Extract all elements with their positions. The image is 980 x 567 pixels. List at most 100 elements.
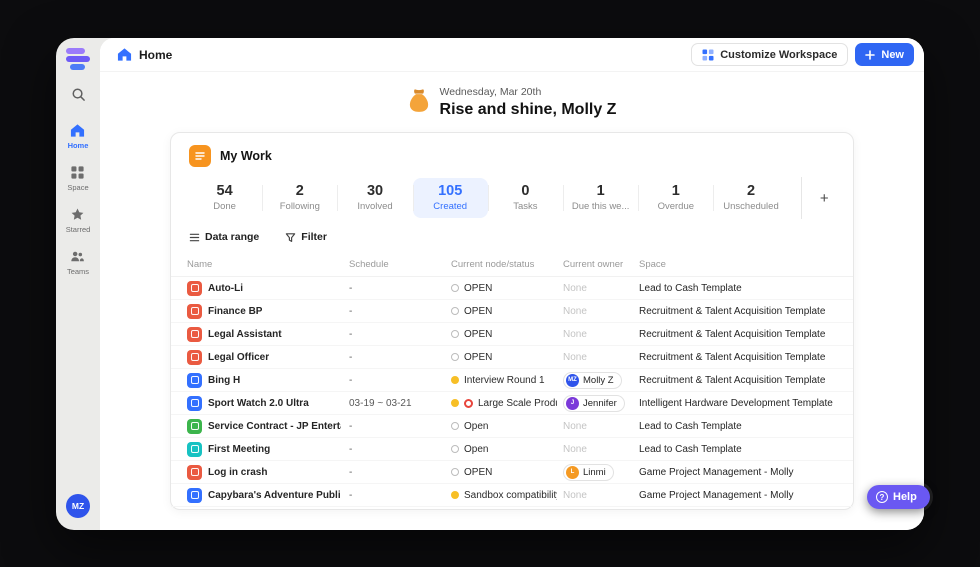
sidebar-item-home[interactable]: Home (66, 123, 91, 150)
stat-tab[interactable]: 2 Following (262, 178, 337, 218)
item-status[interactable]: OPEN (451, 352, 563, 363)
item-status[interactable]: Open (451, 421, 563, 432)
stat-tab[interactable]: 30 Involved (337, 178, 412, 218)
item-status[interactable]: OPEN (451, 306, 563, 317)
item-owner[interactable]: None (563, 444, 639, 455)
work-item-row[interactable]: Finance BP - OPEN None (171, 300, 853, 323)
item-owner[interactable]: L Linmi (563, 463, 639, 481)
column-header-name[interactable]: Name (187, 258, 213, 270)
home-icon (70, 123, 85, 138)
work-item-row[interactable]: Legal Assistant - OPEN (171, 323, 853, 346)
item-owner[interactable]: None (563, 421, 639, 432)
customize-workspace-label: Customize Workspace (720, 48, 838, 61)
stat-tab[interactable]: 105 Created (412, 178, 488, 218)
item-owner[interactable]: J Jennifer (563, 394, 639, 412)
work-item-row[interactable]: Auto-Li - OPEN None (171, 277, 853, 300)
app-window: Home Space Starred Teams MZ Home (56, 38, 924, 530)
column-header-schedule[interactable]: Schedule (349, 258, 389, 270)
sidebar-item-space[interactable]: Space (66, 165, 91, 192)
item-owner[interactable]: None (563, 329, 639, 340)
column-header-space[interactable]: Space (639, 258, 666, 270)
owner-name: Jennifer (583, 397, 617, 409)
item-space[interactable]: Recruitment & Talent Acquisition Templat… (639, 374, 826, 386)
item-space[interactable]: Recruitment & Talent Acquisition Templat… (639, 305, 826, 317)
customize-workspace-button[interactable]: Customize Workspace (691, 43, 849, 66)
status-dot-icon (451, 353, 459, 361)
work-item-title[interactable]: Capybara's Adventure Publish (208, 489, 341, 501)
money-bag-icon (408, 88, 430, 113)
user-avatar[interactable]: MZ (66, 494, 90, 518)
item-space[interactable]: Recruitment & Talent Acquisition Templat… (639, 328, 826, 340)
stat-tab[interactable]: 1 Overdue (638, 178, 713, 218)
status-dot-icon (451, 445, 459, 453)
item-owner[interactable]: None (563, 490, 639, 501)
item-owner[interactable]: None (563, 283, 639, 294)
app-logo[interactable] (65, 48, 91, 71)
work-item-row[interactable]: Sport Watch 2.0 Ultra 03-19 ~ 03-21 Larg… (171, 392, 853, 415)
stat-tab-label: Tasks (513, 201, 538, 212)
item-space[interactable]: Lead to Cash Template (639, 443, 742, 455)
item-status[interactable]: Sandbox compatibility tes (451, 490, 563, 501)
work-item-row[interactable]: Log in crash - OPEN L L (171, 461, 853, 484)
owner-name: None (563, 420, 587, 432)
add-tab-button[interactable]: + (812, 185, 837, 211)
work-item-row[interactable]: Capybara's Adventure Publish - Sandbox c… (171, 484, 853, 507)
work-item-row[interactable]: Legal Officer - OPEN N (171, 346, 853, 369)
item-space[interactable]: Lead to Cash Template (639, 282, 742, 294)
work-item-row[interactable]: Service Contract - JP Entertai... - Open (171, 415, 853, 438)
work-item-row[interactable]: First Meeting - Open N (171, 438, 853, 461)
status-dot-icon (451, 376, 459, 384)
item-owner[interactable]: None (563, 306, 639, 317)
item-owner[interactable]: MZ Molly Z (563, 371, 639, 389)
stat-tab[interactable]: 2 Unscheduled (713, 178, 788, 218)
stat-tab[interactable]: 0 Tasks (488, 178, 563, 218)
column-header-owner[interactable]: Current owner (563, 258, 624, 270)
item-status[interactable]: OPEN (451, 467, 563, 478)
work-item-title[interactable]: Legal Officer (208, 351, 270, 363)
work-item-type-icon (187, 372, 202, 388)
work-item-title[interactable]: Finance BP (208, 305, 263, 317)
item-space[interactable]: Intelligent Hardware Development Templat… (639, 397, 833, 409)
work-item-row[interactable]: Bing H - Interview Round 1 MZ (171, 369, 853, 392)
stat-tabs: 54 Done 2 Following 30 Involved (171, 175, 853, 227)
work-item-title[interactable]: First Meeting (208, 443, 271, 455)
item-schedule: - (349, 328, 353, 340)
status-label: Open (464, 420, 489, 432)
stat-tab-count: 2 (746, 183, 756, 199)
owner-avatar: J (566, 396, 579, 410)
item-status[interactable]: Interview Round 1 (451, 375, 563, 386)
item-space[interactable]: Lead to Cash Template (639, 420, 742, 432)
status-label: OPEN (464, 282, 493, 294)
item-name-cell: Legal Officer (187, 349, 349, 365)
item-status[interactable]: OPEN (451, 329, 563, 340)
item-space[interactable]: Recruitment & Talent Acquisition Templat… (639, 351, 826, 363)
work-item-title[interactable]: Legal Assistant (208, 328, 282, 340)
data-range-button[interactable]: Data range (189, 231, 259, 243)
item-owner[interactable]: None (563, 352, 639, 363)
search-icon[interactable] (71, 87, 86, 102)
item-status[interactable]: OPEN (451, 283, 563, 294)
work-item-title[interactable]: Service Contract - JP Entertai... (208, 420, 341, 432)
stat-tab-label: Following (279, 201, 320, 212)
filter-button[interactable]: Filter (285, 231, 327, 243)
item-space[interactable]: Game Project Management - Molly (639, 466, 794, 478)
stat-tab[interactable]: 1 Due this we... (563, 178, 638, 218)
work-item-title[interactable]: Auto-Li (208, 282, 243, 294)
work-item-title[interactable]: Log in crash (208, 466, 268, 478)
stat-tab[interactable]: 54 Done (187, 178, 262, 218)
status-dot-icon (451, 399, 459, 407)
new-button[interactable]: New (855, 43, 914, 66)
column-header-status[interactable]: Current node/status (451, 258, 535, 270)
item-status[interactable]: Large Scale Production (451, 398, 563, 409)
plus-icon (865, 49, 876, 60)
sidebar-item-starred[interactable]: Starred (66, 207, 90, 234)
stat-tab-label: Unscheduled (723, 201, 779, 212)
owner-name: None (563, 443, 587, 455)
sidebar-item-teams[interactable]: Teams (66, 249, 91, 276)
help-button[interactable]: ? Help (867, 485, 930, 509)
work-item-title[interactable]: Bing H (208, 374, 241, 386)
work-item-title[interactable]: Sport Watch 2.0 Ultra (208, 397, 309, 409)
item-status[interactable]: Open (451, 444, 563, 455)
item-space[interactable]: Game Project Management - Molly (639, 489, 794, 501)
home-content: Wednesday, Mar 20th Rise and shine, Moll… (100, 72, 924, 530)
